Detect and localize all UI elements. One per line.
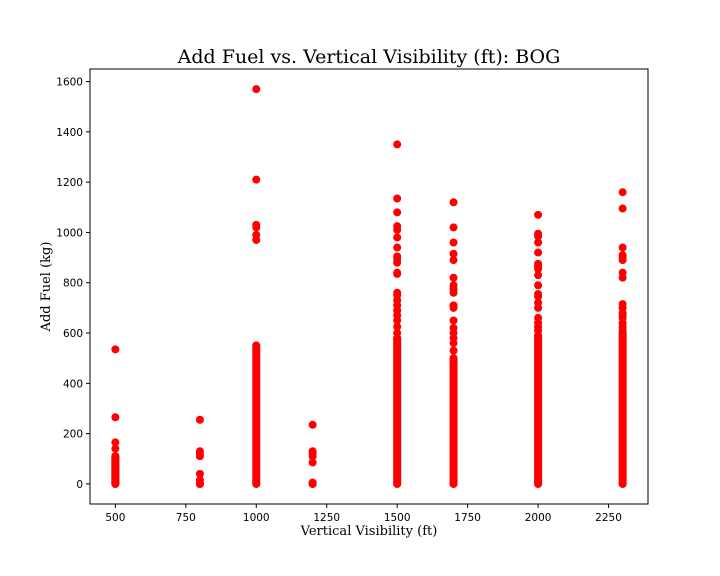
data-point <box>393 243 402 252</box>
data-point <box>618 268 627 277</box>
data-point <box>534 281 543 290</box>
data-point <box>618 204 627 213</box>
data-point <box>195 415 204 424</box>
data-point <box>393 252 402 261</box>
dense-point-cluster <box>534 331 543 488</box>
data-point <box>449 223 458 232</box>
data-point <box>449 316 458 325</box>
data-point <box>111 444 120 453</box>
data-point <box>618 251 627 260</box>
x-tick-label: 1500 <box>384 512 411 524</box>
data-point <box>449 238 458 247</box>
data-point <box>393 334 402 343</box>
data-point <box>111 438 120 447</box>
y-tick-label: 1200 <box>56 177 83 189</box>
x-tick-label: 1750 <box>454 512 481 524</box>
data-point <box>252 230 261 239</box>
data-point <box>618 329 627 338</box>
x-tick-label: 2250 <box>595 512 622 524</box>
dense-point-cluster <box>618 329 627 488</box>
data-point <box>534 238 543 247</box>
x-tick-label: 1000 <box>243 512 270 524</box>
y-tick-label: 1000 <box>56 227 83 239</box>
data-point <box>449 249 458 258</box>
data-point <box>195 479 204 488</box>
data-point <box>308 458 317 467</box>
data-point <box>252 85 261 94</box>
data-point <box>308 479 317 488</box>
dense-point-cluster <box>449 354 458 488</box>
data-point <box>252 175 261 184</box>
data-point <box>393 222 402 231</box>
data-point <box>618 188 627 197</box>
data-point <box>308 447 317 456</box>
data-point <box>618 300 627 309</box>
data-point <box>449 273 458 282</box>
data-point <box>393 268 402 277</box>
data-point <box>534 210 543 219</box>
dense-point-cluster <box>393 334 402 488</box>
x-tick-label: 1250 <box>313 512 340 524</box>
data-point <box>618 479 627 488</box>
y-tick-label: 1400 <box>56 127 83 139</box>
x-tick-label: 2000 <box>525 512 552 524</box>
data-point <box>393 322 402 331</box>
dense-point-cluster <box>252 341 261 488</box>
data-point <box>449 354 458 363</box>
data-point <box>534 259 543 268</box>
data-point <box>534 290 543 299</box>
data-point <box>393 140 402 149</box>
y-tick-label: 1600 <box>56 77 83 89</box>
y-tick-label: 400 <box>63 378 83 390</box>
data-point <box>111 413 120 422</box>
data-point <box>534 313 543 322</box>
data-point <box>393 208 402 217</box>
y-tick-label: 200 <box>63 429 83 441</box>
data-point <box>534 479 543 488</box>
data-point <box>393 479 402 488</box>
plot-frame <box>89 68 649 505</box>
data-point <box>449 301 458 310</box>
chart-title: Add Fuel vs. Vertical Visibility (ft): B… <box>177 46 561 68</box>
axis-ticks: 500 750 1000 1250 1500 1750 2000 2250 0 200 400 600… <box>56 77 622 524</box>
data-point <box>534 229 543 238</box>
y-tick-label: 0 <box>76 479 83 491</box>
data-point <box>449 198 458 207</box>
data-point <box>393 288 402 297</box>
data-point <box>111 452 120 461</box>
data-point <box>449 479 458 488</box>
y-tick-label: 600 <box>63 328 83 340</box>
data-point <box>534 331 543 340</box>
data-point <box>449 346 458 355</box>
data-point <box>195 469 204 478</box>
data-point <box>449 256 458 265</box>
data-point <box>618 243 627 252</box>
data-point <box>252 220 261 229</box>
data-point <box>111 479 120 488</box>
data-point <box>449 323 458 332</box>
x-axis-label: Vertical Visibility (ft) <box>300 524 438 539</box>
data-point <box>308 420 317 429</box>
data-point <box>449 281 458 290</box>
data-point <box>111 345 120 354</box>
data-point <box>195 447 204 456</box>
data-point <box>393 194 402 203</box>
x-tick-label: 500 <box>105 512 125 524</box>
data-point <box>393 233 402 242</box>
data-point <box>252 341 261 350</box>
x-tick-label: 750 <box>176 512 196 524</box>
data-points <box>111 85 627 488</box>
data-point <box>252 479 261 488</box>
data-point <box>534 298 543 307</box>
data-point <box>534 248 543 257</box>
data-point <box>534 271 543 280</box>
y-axis-label: Add Fuel (kg) <box>39 242 54 333</box>
y-tick-label: 800 <box>63 278 83 290</box>
